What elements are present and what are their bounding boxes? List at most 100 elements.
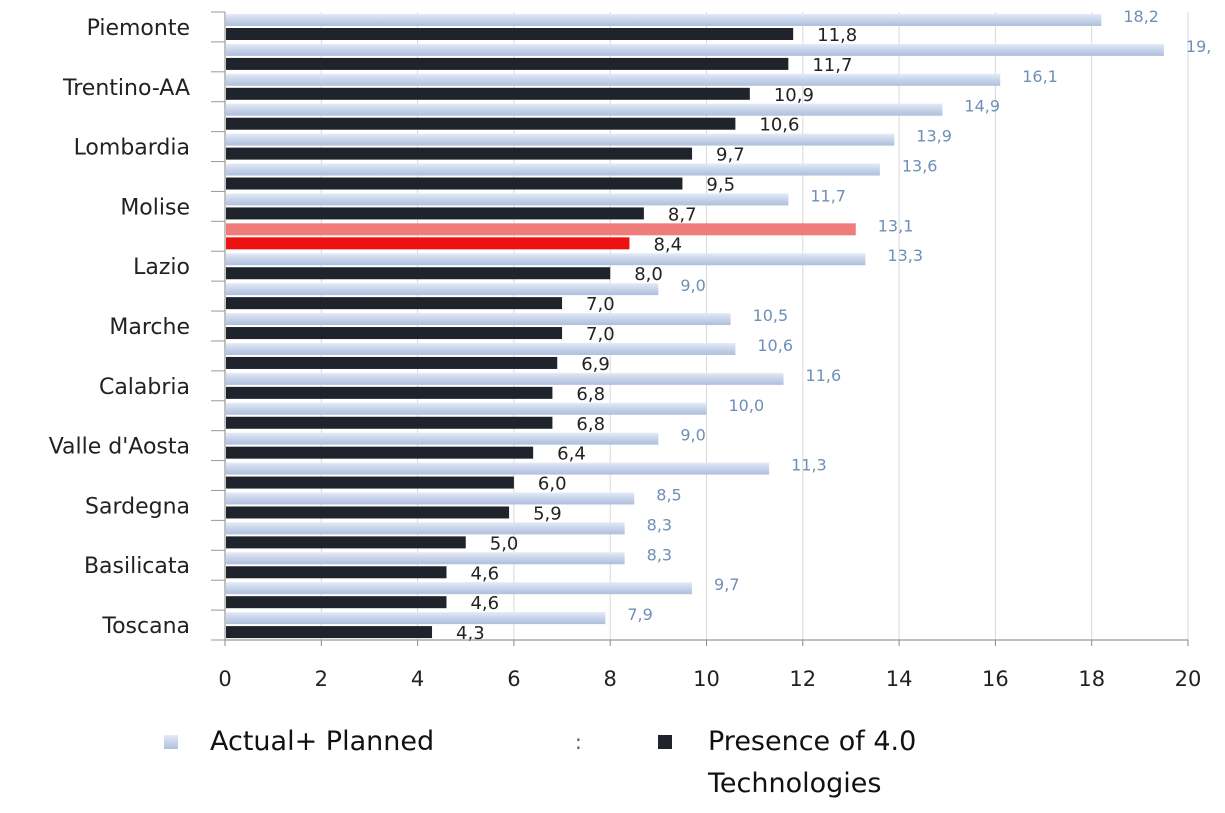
bar-actual-planned [226, 342, 736, 355]
bar-presence [226, 446, 534, 459]
legend-label-presence-line1: Presence of 4.0 [708, 726, 917, 757]
data-label-actual-planned: 9,0 [680, 276, 705, 295]
data-label-presence: 8,7 [668, 204, 697, 225]
data-label-actual-planned: 16,1 [1022, 67, 1058, 86]
data-label-actual-planned: 13,1 [878, 216, 914, 235]
data-label-presence: 10,6 [759, 115, 799, 136]
legend-stray-char: : [575, 730, 582, 754]
data-label-presence: 7,0 [586, 294, 615, 315]
category-label: Toscana [101, 614, 190, 639]
bar-actual-planned [226, 462, 770, 475]
bar-presence [226, 596, 447, 609]
category-label: Basilicata [84, 554, 190, 579]
gridlines [320, 12, 1189, 640]
bar-actual-planned [226, 14, 1102, 26]
bars [226, 14, 1164, 639]
data-label-presence: 6,0 [538, 474, 567, 495]
data-label-actual-planned: 11,3 [791, 456, 827, 475]
x-tick-label: 16 [982, 667, 1009, 691]
data-label-actual-planned: 10,6 [757, 336, 793, 355]
bar-actual-planned [226, 103, 943, 116]
data-label-actual-planned: 13,9 [916, 127, 952, 146]
bar-actual-planned [226, 582, 693, 595]
data-label-presence: 6,8 [576, 414, 605, 435]
bar-actual-planned [226, 313, 731, 326]
bar-presence [226, 626, 433, 639]
bar-actual-planned [226, 133, 895, 146]
x-tick-label: 20 [1175, 667, 1202, 691]
data-label-presence: 6,9 [581, 354, 610, 375]
x-tick-label: 8 [604, 667, 617, 691]
x-tick-label: 10 [693, 667, 720, 691]
bar-actual-planned [226, 492, 635, 505]
category-label: Lazio [133, 255, 190, 280]
category-label: Marche [109, 315, 190, 340]
data-label-presence: 8,0 [634, 264, 663, 285]
data-label-presence: 4,6 [470, 563, 499, 584]
data-label-presence: 4,3 [456, 623, 485, 644]
bar-presence [226, 87, 750, 100]
legend-label-presence-line2: Technologies [708, 768, 882, 799]
bar-presence [226, 28, 794, 40]
bar-actual-planned [226, 522, 625, 535]
axes: 0 2 4 6 8 10 12 14 16 18 20 Piemonte Trentino-AA Lomb… [49, 11, 1202, 691]
data-label-actual-planned: 11,6 [806, 366, 842, 385]
data-label-actual-planned: 13,3 [887, 246, 923, 265]
category-label: Sardegna [85, 494, 190, 519]
data-label-presence: 11,8 [817, 25, 857, 46]
x-tick-label: 14 [886, 667, 913, 691]
data-label-actual-planned: 10,0 [729, 396, 765, 415]
x-tick-label: 4 [411, 667, 424, 691]
data-label-actual-planned: 8,3 [647, 515, 672, 534]
bar-presence [226, 57, 789, 70]
data-label-actual-planned: 11,7 [810, 186, 846, 205]
legend-swatch-actual-planned [164, 735, 178, 749]
bar-actual-planned [226, 253, 866, 266]
data-label-actual-planned: 14,9 [964, 97, 1000, 116]
data-label-presence: 5,0 [490, 533, 519, 554]
x-tick-label: 12 [789, 667, 816, 691]
data-label-actual-planned: 8,3 [647, 545, 672, 564]
data-label-presence: 7,0 [586, 324, 615, 345]
data-label-presence: 5,9 [533, 503, 562, 524]
bar-actual-planned [226, 402, 707, 415]
data-label-presence: 9,7 [716, 145, 745, 166]
bar-presence [226, 356, 558, 369]
bar-actual-planned [226, 223, 856, 236]
bar-actual-planned [226, 193, 789, 206]
legend: Actual+ Planned : Presence of 4.0 Techno… [0, 700, 1225, 813]
bar-presence [226, 386, 553, 399]
data-label-presence: 8,4 [653, 234, 682, 255]
data-label-actual-planned: 9,7 [714, 575, 739, 594]
data-label-presence: 6,8 [576, 384, 605, 405]
bar-presence [226, 147, 693, 160]
category-label: Trentino-AA [62, 76, 190, 101]
x-tick-label: 0 [218, 667, 231, 691]
bar-presence [226, 566, 447, 579]
bar-actual-planned [226, 163, 880, 176]
bar-presence [226, 177, 683, 190]
data-label-presence: 4,6 [470, 593, 499, 614]
bar-presence [226, 416, 553, 429]
bar-presence [226, 297, 563, 310]
data-label-presence: 10,9 [774, 85, 814, 106]
bar-actual-planned [226, 432, 659, 445]
bar-presence [226, 327, 563, 340]
x-tick-label: 18 [1078, 667, 1105, 691]
bar-actual-planned [226, 372, 784, 385]
bar-presence [226, 506, 510, 519]
data-label-presence: 6,4 [557, 444, 586, 465]
bar-presence [226, 536, 466, 549]
data-label-presence: 9,5 [706, 175, 735, 196]
data-label-presence: 11,7 [812, 55, 852, 76]
x-tick-label: 6 [507, 667, 520, 691]
category-label: Piemonte [87, 16, 190, 41]
bar-actual-planned [226, 552, 625, 565]
data-label-actual-planned: 8,5 [656, 485, 681, 504]
bar-chart: 18,2 11,8 19, 11,7 16,1 10,9 14,9 10,6 13,9 9,7 13… [49, 7, 1212, 691]
data-labels: 18,2 11,8 19, 11,7 16,1 10,9 14,9 10,6 13,9 9,7 13… [456, 7, 1211, 644]
bar-actual-planned [226, 283, 659, 296]
bar-actual-planned [226, 73, 1001, 86]
data-label-actual-planned: 19, [1186, 37, 1211, 56]
data-label-actual-planned: 18,2 [1123, 7, 1159, 26]
